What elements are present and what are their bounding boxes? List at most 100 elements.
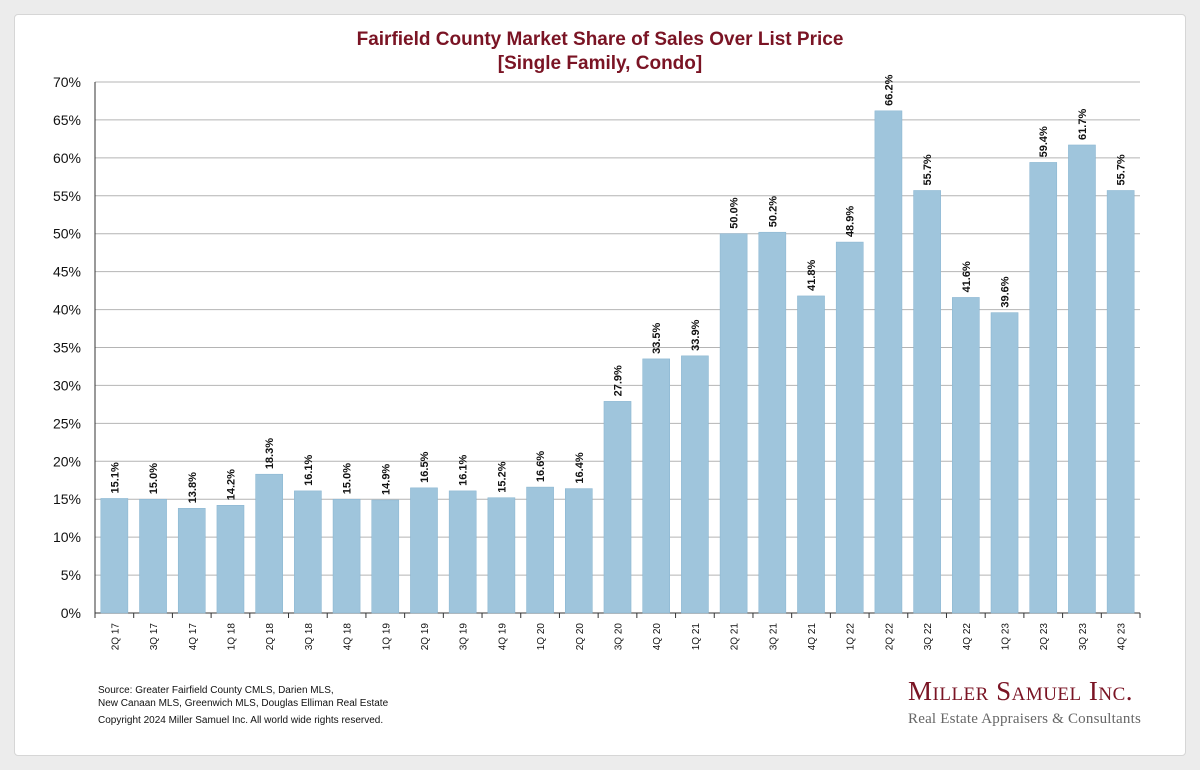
x-tick-label: 3Q 20 bbox=[614, 623, 625, 651]
y-tick-label: 40% bbox=[53, 302, 81, 318]
data-label: 15.1% bbox=[109, 462, 121, 493]
bar bbox=[332, 498, 361, 614]
data-label: 39.6% bbox=[1000, 276, 1012, 307]
y-tick-label: 50% bbox=[53, 226, 81, 242]
data-label: 15.2% bbox=[496, 461, 508, 492]
chart-title-block: Fairfield County Market Share of Sales O… bbox=[0, 28, 1200, 76]
bar bbox=[448, 490, 477, 614]
x-tick-label: 4Q 20 bbox=[652, 623, 663, 651]
data-label: 16.4% bbox=[574, 452, 586, 483]
bar bbox=[835, 241, 864, 614]
bar bbox=[294, 490, 322, 614]
data-label: 27.9% bbox=[613, 365, 625, 396]
x-tick-label: 4Q 23 bbox=[1117, 623, 1128, 651]
y-tick-label: 10% bbox=[53, 529, 81, 545]
y-tick-label: 30% bbox=[53, 377, 81, 393]
x-tick-label: 2Q 21 bbox=[730, 623, 741, 651]
x-tick-label: 3Q 21 bbox=[768, 623, 779, 651]
bar bbox=[874, 110, 903, 614]
bar bbox=[719, 233, 748, 614]
x-tick-label: 4Q 19 bbox=[497, 623, 508, 651]
y-tick-label: 20% bbox=[53, 453, 81, 469]
chart-subtitle: [Single Family, Condo] bbox=[497, 53, 703, 74]
bar bbox=[100, 498, 129, 614]
chart-title: Fairfield County Market Share of Sales O… bbox=[356, 29, 844, 50]
data-label: 14.2% bbox=[225, 469, 237, 500]
y-tick-label: 65% bbox=[53, 112, 81, 128]
y-tick-label: 25% bbox=[53, 415, 81, 431]
bar bbox=[952, 297, 980, 614]
x-tick-label: 2Q 17 bbox=[110, 623, 121, 651]
data-label: 55.7% bbox=[1116, 154, 1128, 185]
x-tick-label: 3Q 19 bbox=[459, 623, 470, 651]
brand-name: Miller Samuel Inc. bbox=[908, 676, 1134, 706]
data-label: 14.9% bbox=[380, 464, 392, 495]
x-tick-label: 3Q 18 bbox=[304, 623, 315, 651]
bar bbox=[913, 190, 941, 614]
x-tick-label: 1Q 21 bbox=[691, 623, 702, 651]
bar bbox=[487, 497, 516, 614]
data-label: 15.0% bbox=[148, 463, 160, 494]
bar bbox=[681, 355, 709, 614]
bar bbox=[216, 505, 245, 614]
data-label: 55.7% bbox=[922, 154, 934, 185]
bar bbox=[255, 473, 283, 614]
bar bbox=[758, 231, 787, 614]
x-tick-label: 4Q 21 bbox=[807, 623, 818, 651]
data-label: 15.0% bbox=[342, 463, 354, 494]
data-label: 48.9% bbox=[845, 206, 857, 237]
x-tick-label: 2Q 22 bbox=[884, 623, 895, 651]
data-label: 50.2% bbox=[767, 196, 779, 227]
bar bbox=[1029, 162, 1058, 614]
data-label: 41.6% bbox=[961, 261, 973, 292]
x-tick-label: 1Q 18 bbox=[226, 623, 237, 651]
data-label: 16.5% bbox=[419, 451, 431, 482]
data-label: 16.6% bbox=[535, 451, 547, 482]
data-label: 16.1% bbox=[458, 454, 470, 485]
bar bbox=[410, 487, 438, 614]
data-label: 50.0% bbox=[729, 197, 741, 228]
x-tick-label: 3Q 23 bbox=[1078, 623, 1089, 651]
data-label: 61.7% bbox=[1077, 109, 1089, 140]
y-tick-label: 5% bbox=[61, 567, 81, 583]
copyright-text: Copyright 2024 Miller Samuel Inc. All wo… bbox=[98, 715, 384, 726]
data-label: 66.2% bbox=[883, 74, 895, 105]
bar bbox=[565, 488, 593, 614]
x-tick-label: 2Q 23 bbox=[1039, 623, 1050, 651]
source-note: Source: Greater Fairfield County CMLS, D… bbox=[98, 684, 388, 727]
y-tick-label: 35% bbox=[53, 340, 81, 356]
brand-logo: Miller Samuel Inc. Real Estate Appraiser… bbox=[908, 676, 1141, 728]
y-tick-label: 15% bbox=[53, 491, 81, 507]
x-tick-label: 2Q 20 bbox=[575, 623, 586, 651]
y-tick-label: 55% bbox=[53, 188, 81, 204]
bar bbox=[526, 486, 554, 614]
x-tick-label: 1Q 19 bbox=[381, 623, 392, 651]
x-tick-label: 1Q 22 bbox=[846, 623, 857, 651]
y-tick-label: 70% bbox=[53, 74, 81, 90]
x-tick-label: 4Q 22 bbox=[962, 623, 973, 651]
y-tick-label: 60% bbox=[53, 150, 81, 166]
x-tick-label: 3Q 17 bbox=[149, 623, 160, 651]
y-tick-label: 45% bbox=[53, 264, 81, 280]
data-label: 18.3% bbox=[264, 438, 276, 469]
x-tick-label: 2Q 18 bbox=[265, 623, 276, 651]
bar bbox=[371, 499, 400, 614]
bar bbox=[1068, 144, 1096, 614]
bar bbox=[603, 401, 632, 614]
x-tick-label: 4Q 18 bbox=[343, 623, 354, 651]
x-tick-label: 3Q 22 bbox=[923, 623, 934, 651]
bar bbox=[1106, 190, 1135, 614]
source-line-2: New Canaan MLS, Greenwich MLS, Douglas E… bbox=[98, 698, 389, 709]
x-tick-label: 4Q 17 bbox=[188, 623, 199, 651]
bar bbox=[177, 508, 206, 614]
x-tick-label: 1Q 23 bbox=[1001, 623, 1012, 651]
data-label: 33.9% bbox=[690, 319, 702, 350]
data-label: 33.5% bbox=[651, 322, 663, 353]
y-tick-label: 0% bbox=[61, 605, 81, 621]
data-label: 16.1% bbox=[303, 454, 315, 485]
bar bbox=[797, 295, 825, 614]
data-label: 13.8% bbox=[187, 472, 199, 503]
x-tick-label: 2Q 19 bbox=[420, 623, 431, 651]
bar bbox=[139, 498, 167, 614]
